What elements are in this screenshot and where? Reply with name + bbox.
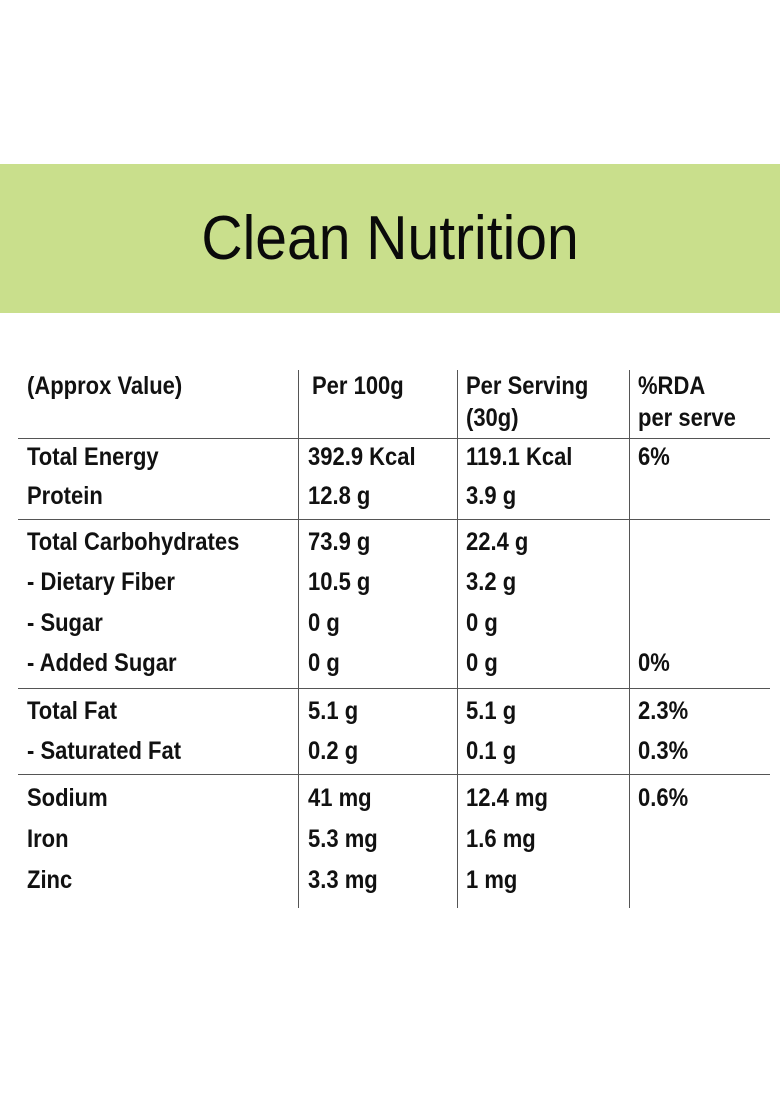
per-serving-value: 0 g — [466, 649, 498, 677]
row-label: - Added Sugar — [27, 649, 177, 677]
per-100g-value: 0 g — [308, 609, 340, 637]
header-per-serving: Per Serving — [466, 372, 589, 400]
per-100g-value: 12.8 g — [308, 482, 371, 510]
column-divider — [629, 370, 630, 908]
page-title: Clean Nutrition — [201, 204, 579, 273]
per-serving-value: 5.1 g — [466, 697, 517, 725]
per-100g-value: 392.9 Kcal — [308, 443, 416, 471]
row-label: Total Carbohydrates — [27, 528, 240, 556]
per-100g-value: 5.1 g — [308, 697, 359, 725]
row-label: Zinc — [27, 866, 73, 894]
title-banner: Clean Nutrition — [0, 164, 780, 313]
per-serving-value: 119.1 Kcal — [466, 443, 573, 471]
per-serving-value: 1.6 mg — [466, 825, 536, 853]
per-serving-value: 0 g — [466, 609, 498, 637]
row-label: - Saturated Fat — [27, 737, 182, 765]
per-serving-value: 3.2 g — [466, 568, 517, 596]
row-label: Protein — [27, 482, 103, 510]
rda-value: 2.3% — [638, 697, 689, 725]
row-label: Sodium — [27, 784, 108, 812]
row-label: - Dietary Fiber — [27, 568, 175, 596]
per-100g-value: 10.5 g — [308, 568, 371, 596]
per-serving-value: 22.4 g — [466, 528, 529, 556]
column-divider — [457, 370, 458, 908]
per-100g-value: 73.9 g — [308, 528, 371, 556]
header-approx-value: (Approx Value) — [27, 372, 183, 400]
per-100g-value: 41 mg — [308, 784, 372, 812]
row-divider — [18, 774, 770, 775]
row-label: Total Energy — [27, 443, 159, 471]
per-serving-value: 12.4 mg — [466, 784, 548, 812]
row-divider — [18, 519, 770, 520]
row-divider — [18, 438, 770, 439]
per-100g-value: 0.2 g — [308, 737, 359, 765]
row-divider — [18, 688, 770, 689]
row-label: Iron — [27, 825, 69, 853]
per-100g-value: 5.3 mg — [308, 825, 378, 853]
header-per-serving-size: (30g) — [466, 404, 519, 432]
rda-value: 6% — [638, 443, 670, 471]
column-divider — [298, 370, 299, 908]
rda-value: 0% — [638, 649, 670, 677]
rda-value: 0.3% — [638, 737, 689, 765]
rda-value: 0.6% — [638, 784, 689, 812]
per-serving-value: 1 mg — [466, 866, 518, 894]
per-100g-value: 3.3 mg — [308, 866, 378, 894]
row-label: Total Fat — [27, 697, 118, 725]
header-per-100g: Per 100g — [312, 372, 404, 400]
per-serving-value: 0.1 g — [466, 737, 517, 765]
per-serving-value: 3.9 g — [466, 482, 517, 510]
row-label: - Sugar — [27, 609, 103, 637]
header-rda-per-serve: per serve — [638, 404, 736, 432]
per-100g-value: 0 g — [308, 649, 340, 677]
header-rda: %RDA — [638, 372, 706, 400]
